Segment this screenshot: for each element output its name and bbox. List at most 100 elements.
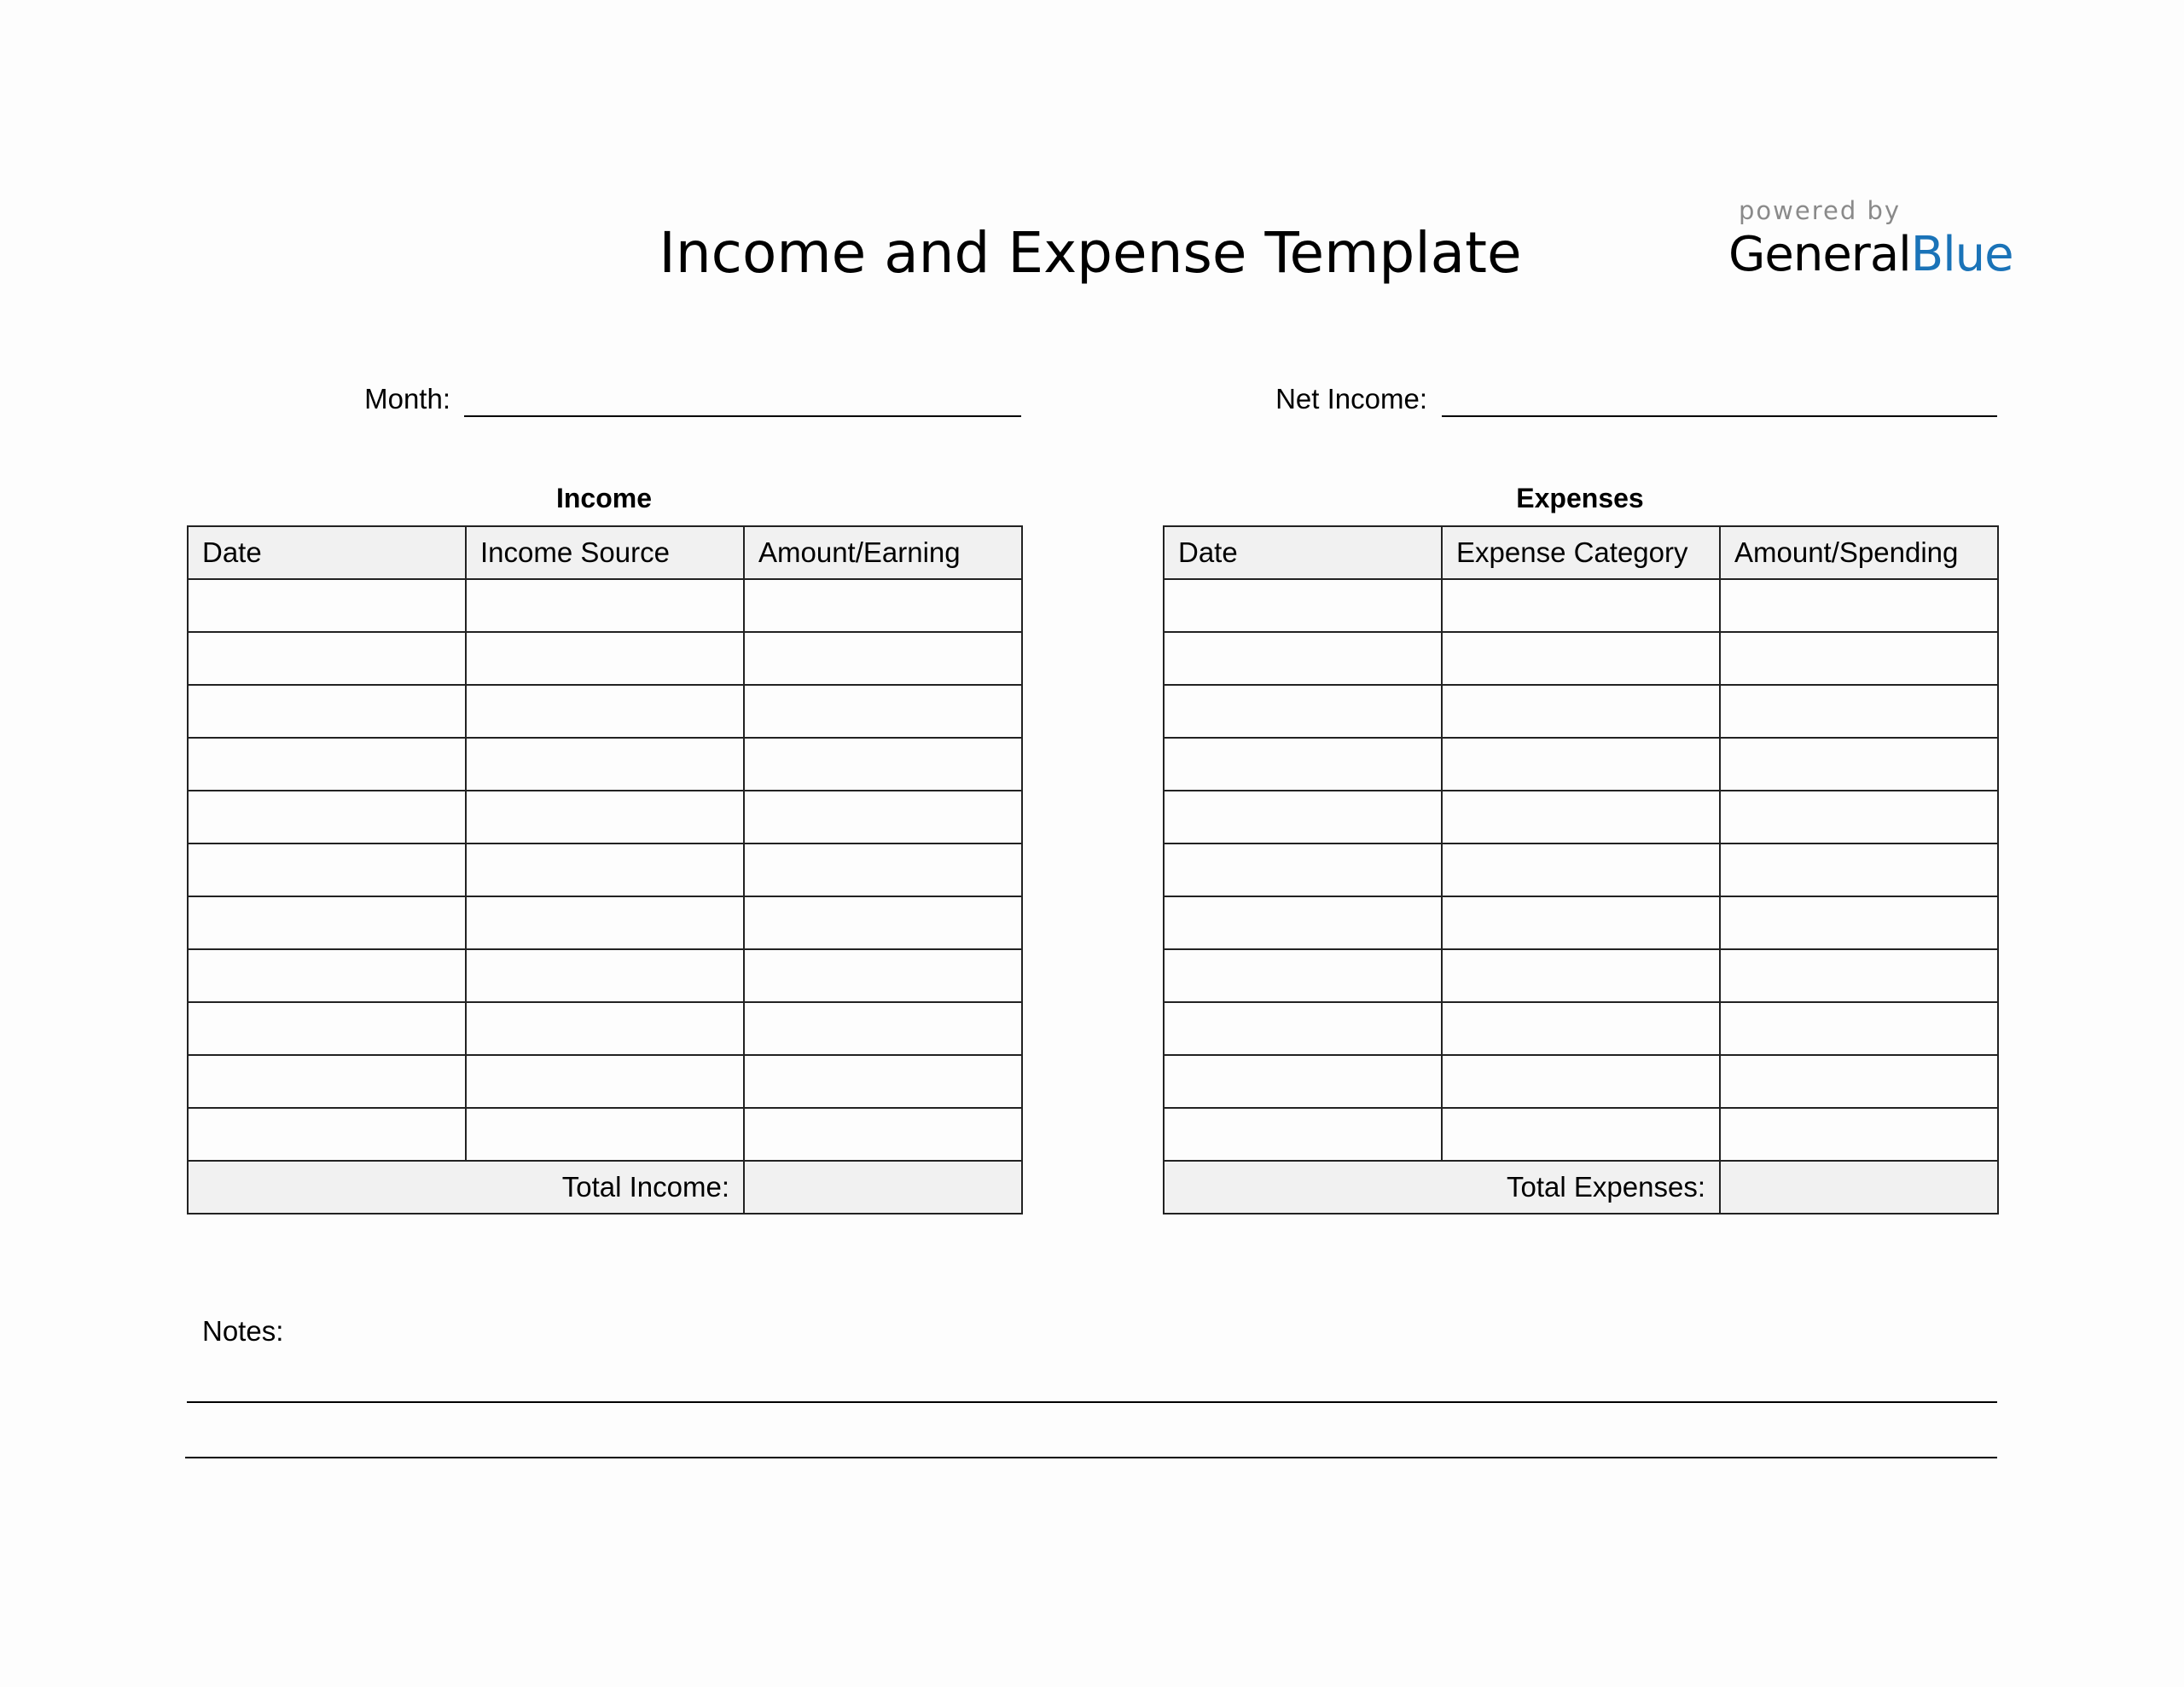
table-cell[interactable] (1163, 948, 1443, 1003)
table-cell[interactable] (465, 948, 745, 1003)
table-cell[interactable] (1441, 843, 1721, 897)
column-header: Expense Category (1441, 525, 1721, 580)
table-cell[interactable] (1719, 684, 1999, 739)
table-cell[interactable] (187, 948, 467, 1003)
table-cell[interactable] (743, 631, 1023, 686)
table-cell[interactable] (1719, 1107, 1999, 1162)
table-row (187, 790, 1023, 844)
table-cell[interactable] (187, 684, 467, 739)
table-cell[interactable] (465, 1054, 745, 1109)
expenses-table: Date Expense Category Amount/Spending Total… (1163, 525, 1999, 1215)
column-header: Date (1163, 525, 1443, 580)
table-cell[interactable] (187, 737, 467, 791)
table-cell[interactable] (743, 948, 1023, 1003)
notes-line-1[interactable] (187, 1401, 1997, 1403)
table-cell[interactable] (743, 684, 1023, 739)
table-row (1163, 737, 1999, 791)
table-cell[interactable] (1441, 1001, 1721, 1056)
table-cell[interactable] (465, 790, 745, 844)
table-cell[interactable] (1163, 790, 1443, 844)
table-cell[interactable] (187, 1001, 467, 1056)
table-row (187, 843, 1023, 897)
table-cell[interactable] (187, 631, 467, 686)
column-header: Amount/Spending (1719, 525, 1999, 580)
table-cell[interactable] (465, 1107, 745, 1162)
table-cell[interactable] (1719, 790, 1999, 844)
table-cell[interactable] (1163, 684, 1443, 739)
table-row (187, 896, 1023, 950)
table-cell[interactable] (1719, 843, 1999, 897)
total-row: Total Expenses: (1163, 1160, 1999, 1215)
table-cell[interactable] (187, 578, 467, 633)
table-cell[interactable] (1441, 631, 1721, 686)
total-value-cell[interactable] (1719, 1160, 1999, 1215)
table-cell[interactable] (1441, 578, 1721, 633)
generalblue-logo: GeneralBlue (1728, 227, 2014, 282)
expenses-caption: Expenses (1516, 483, 1644, 513)
table-cell[interactable] (1163, 631, 1443, 686)
table-cell[interactable] (1719, 578, 1999, 633)
month-field[interactable] (464, 415, 1021, 417)
table-cell[interactable] (1719, 1054, 1999, 1109)
month-label: Month: (364, 383, 450, 415)
powered-by-text: powered by (1739, 196, 1902, 225)
table-cell[interactable] (1441, 948, 1721, 1003)
table-cell[interactable] (465, 843, 745, 897)
table-cell[interactable] (465, 1001, 745, 1056)
table-cell[interactable] (1441, 737, 1721, 791)
table-row (1163, 896, 1999, 950)
table-cell[interactable] (1441, 1107, 1721, 1162)
table-cell[interactable] (1163, 843, 1443, 897)
table-cell[interactable] (743, 737, 1023, 791)
table-cell[interactable] (743, 1054, 1023, 1109)
table-cell[interactable] (743, 790, 1023, 844)
table-cell[interactable] (1719, 737, 1999, 791)
table-cell[interactable] (1441, 684, 1721, 739)
table-cell[interactable] (1719, 948, 1999, 1003)
table-cell[interactable] (1163, 578, 1443, 633)
table-cell[interactable] (1163, 1001, 1443, 1056)
table-cell[interactable] (743, 1107, 1023, 1162)
table-cell[interactable] (1163, 896, 1443, 950)
income-table: Date Income Source Amount/Earning Total Inc… (187, 525, 1023, 1215)
column-header: Income Source (465, 525, 745, 580)
table-row (187, 1107, 1023, 1162)
table-row (187, 1001, 1023, 1056)
table-cell[interactable] (743, 896, 1023, 950)
table-cell[interactable] (1719, 1001, 1999, 1056)
table-row (1163, 631, 1999, 686)
total-value-cell[interactable] (743, 1160, 1023, 1215)
table-cell[interactable] (1441, 790, 1721, 844)
total-label: Total Income: (187, 1160, 745, 1215)
table-cell[interactable] (1163, 1054, 1443, 1109)
table-cell[interactable] (187, 896, 467, 950)
table-cell[interactable] (465, 896, 745, 950)
table-cell[interactable] (1719, 896, 1999, 950)
table-row (187, 948, 1023, 1003)
table-cell[interactable] (743, 1001, 1023, 1056)
table-cell[interactable] (465, 578, 745, 633)
net-income-field[interactable] (1442, 415, 1997, 417)
table-row (1163, 1001, 1999, 1056)
table-cell[interactable] (1441, 1054, 1721, 1109)
table-cell[interactable] (1163, 737, 1443, 791)
table-cell[interactable] (743, 578, 1023, 633)
table-row (1163, 684, 1999, 739)
column-header: Date (187, 525, 467, 580)
table-cell[interactable] (1441, 896, 1721, 950)
notes-label: Notes: (202, 1315, 284, 1347)
table-cell[interactable] (187, 1107, 467, 1162)
table-cell[interactable] (465, 684, 745, 739)
notes-line-2[interactable] (185, 1457, 1997, 1458)
table-cell[interactable] (465, 737, 745, 791)
table-row (187, 684, 1023, 739)
table-cell[interactable] (743, 843, 1023, 897)
table-cell[interactable] (187, 1054, 467, 1109)
total-label: Total Expenses: (1163, 1160, 1721, 1215)
table-cell[interactable] (187, 843, 467, 897)
table-cell[interactable] (1719, 631, 1999, 686)
table-cell[interactable] (187, 790, 467, 844)
logo-text-blue: Blue (1910, 227, 2014, 282)
table-cell[interactable] (465, 631, 745, 686)
table-cell[interactable] (1163, 1107, 1443, 1162)
